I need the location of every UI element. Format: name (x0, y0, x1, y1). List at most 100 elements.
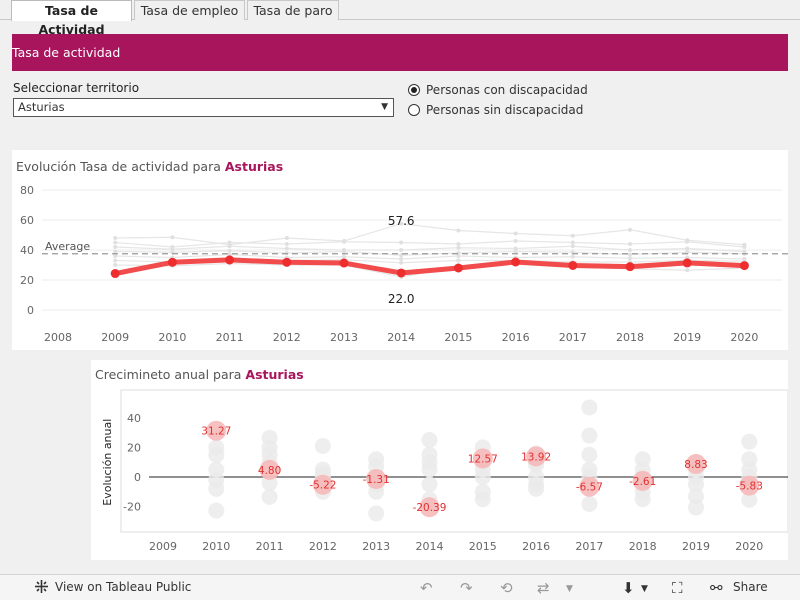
background-point (685, 268, 690, 273)
background-point (685, 239, 690, 244)
background-point (170, 235, 175, 240)
data-label: 4.80 (258, 465, 281, 477)
background-point (570, 240, 575, 245)
background-point (628, 242, 632, 246)
data-label: -5.22 (309, 480, 336, 492)
background-point (570, 254, 575, 259)
highlight-point (453, 263, 463, 273)
background-point (113, 240, 118, 245)
refresh-icon[interactable]: ⇄ (537, 579, 550, 597)
undo-icon[interactable]: ↶ (420, 579, 433, 597)
background-point (113, 254, 118, 258)
y-axis-label: Evolución anual (101, 419, 114, 506)
background-point (456, 258, 461, 263)
highlight-point (686, 453, 706, 474)
y-tick-label: 60 (20, 214, 34, 227)
background-point (474, 491, 491, 508)
background-point (113, 249, 118, 254)
background-point (628, 248, 632, 252)
background-point (208, 502, 225, 519)
data-label: 8.83 (684, 459, 707, 471)
tab-tasa-actividad[interactable]: Tasa de Actividad (11, 0, 132, 37)
scatter-chart-panel: Crecimineto anual para Asturias Evolución… (91, 360, 800, 560)
highlight-point (259, 459, 280, 480)
tab-tasa-paro[interactable]: Tasa de paro (247, 0, 339, 20)
chevron-down-icon[interactable]: ▼ (641, 584, 648, 594)
download-icon[interactable]: ⬇ (622, 579, 635, 597)
radio-con-discapacidad[interactable]: Personas con discapacidad (408, 82, 588, 98)
x-tick-label: 2008 (44, 331, 72, 344)
chevron-down-icon[interactable]: ▼ (566, 584, 573, 594)
background-point (227, 252, 232, 257)
background-point (342, 249, 346, 254)
scatter-plot-area (120, 389, 789, 533)
min-label: 22.0 (388, 292, 415, 306)
y-tick-label: 0 (134, 471, 141, 484)
max-label: 57.6 (388, 214, 415, 228)
background-point (581, 495, 598, 512)
data-label: 13.92 (521, 451, 551, 463)
data-label: -2.61 (629, 476, 656, 488)
highlight-point (682, 258, 692, 268)
share-icon[interactable]: ⚯ (710, 579, 723, 597)
redo-icon[interactable]: ↷ (460, 579, 473, 597)
data-label: -1.31 (363, 474, 390, 486)
x-tick-label: 2016 (522, 540, 550, 553)
view-on-tableau-link[interactable]: View on Tableau Public (55, 580, 192, 594)
radio-sin-discapacidad[interactable]: Personas sin discapacidad (408, 102, 583, 118)
tab-tasa-empleo[interactable]: Tasa de empleo (134, 0, 245, 20)
background-point (581, 427, 598, 444)
x-tick-label: 2014 (387, 331, 415, 344)
background-point (170, 247, 175, 252)
data-label: 31.27 (201, 426, 231, 438)
x-tick-label: 2010 (158, 331, 186, 344)
background-point (688, 488, 704, 505)
background-point (261, 488, 278, 505)
territory-filter-label: Seleccionar territorio (13, 81, 140, 95)
y-tick-label: 20 (20, 274, 34, 287)
x-tick-label: 2016 (502, 331, 530, 344)
background-point (513, 231, 518, 236)
x-tick-label: 2009 (101, 331, 129, 344)
scatter-chart: Crecimineto anual para Asturias Evolución… (95, 367, 800, 553)
territory-select[interactable]: Asturias ▼ (13, 98, 394, 117)
background-point (368, 505, 385, 522)
x-tick-label: 2012 (273, 331, 301, 344)
background-series-line (115, 250, 745, 256)
background-point (456, 254, 461, 258)
background-point (742, 245, 747, 249)
x-tick-label: 2020 (730, 331, 758, 344)
background-point (741, 433, 758, 450)
highlight-point (739, 475, 760, 496)
x-tick-label: 2015 (469, 540, 497, 553)
background-series-line (115, 245, 745, 253)
background-point (399, 260, 404, 265)
background-point (421, 454, 438, 471)
x-tick-label: 2018 (629, 540, 657, 553)
data-label: -6.57 (576, 482, 603, 494)
x-tick-label: 2010 (202, 540, 230, 553)
line-chart-title-territory: Asturias (225, 159, 283, 174)
x-tick-label: 2018 (616, 331, 644, 344)
background-series-line (115, 240, 745, 248)
highlight-point (632, 470, 653, 491)
x-tick-label: 2015 (444, 331, 472, 344)
tab-bar: Tasa de Actividad Tasa de empleo Tasa de… (0, 0, 800, 37)
revert-icon[interactable]: ⟲ (500, 579, 513, 597)
x-tick-label: 2009 (149, 540, 177, 553)
fullscreen-icon[interactable]: ⛶ (672, 579, 683, 597)
tableau-logo-icon (34, 579, 49, 597)
background-point (284, 242, 289, 246)
background-point (113, 263, 118, 267)
highlight-point (419, 497, 440, 518)
line-chart-title: Evolución Tasa de actividad para Asturia… (16, 159, 283, 174)
x-tick-label: 2017 (575, 540, 603, 553)
line-chart: Evolución Tasa de actividad para Asturia… (16, 159, 800, 344)
highlight-point (739, 261, 749, 271)
background-point (581, 446, 598, 463)
x-tick-label: 2011 (216, 331, 244, 344)
share-button[interactable]: Share (733, 580, 768, 594)
x-tick-label: 2012 (309, 540, 337, 553)
background-point (513, 246, 518, 251)
highlight-point (110, 269, 120, 279)
